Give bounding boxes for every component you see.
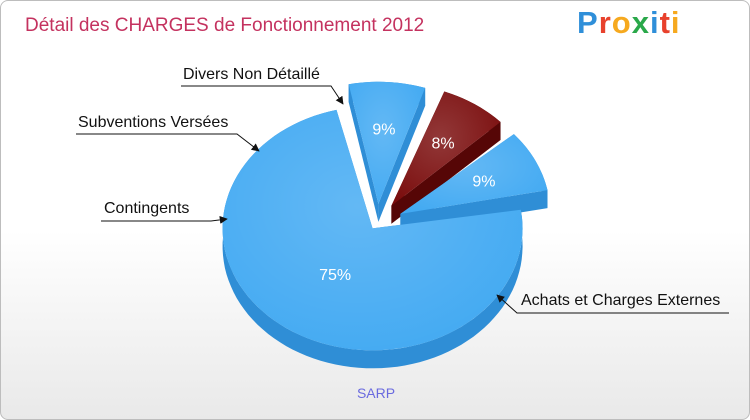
pie-pct-label: 9% bbox=[472, 174, 495, 191]
pie-pct-label: 75% bbox=[319, 267, 351, 284]
logo-letter: P bbox=[577, 5, 599, 40]
pie-slice-wall bbox=[391, 121, 501, 224]
proxiti-logo: Proxiti bbox=[577, 5, 681, 41]
pie-slice-wall bbox=[348, 84, 379, 222]
pie-slice-shine bbox=[391, 91, 501, 206]
pie-slice-shine bbox=[348, 81, 426, 204]
logo-letter: x bbox=[631, 5, 650, 40]
slice-label: Contingents bbox=[104, 200, 189, 217]
pie-pct-label: 8% bbox=[431, 136, 454, 153]
callout-line bbox=[496, 294, 729, 314]
callout-line bbox=[101, 215, 228, 224]
slice-label: Subventions Versées bbox=[78, 114, 228, 131]
logo-letter: t bbox=[659, 5, 671, 40]
pie-slice-wall bbox=[378, 87, 426, 222]
callout-line bbox=[181, 85, 344, 105]
pie-slice-shine bbox=[222, 109, 523, 351]
slice-label: Divers Non Détaillé bbox=[183, 66, 320, 83]
chart-subtitle: SARP bbox=[356, 385, 396, 401]
pie-slice-shine bbox=[400, 134, 548, 214]
slice-label: Achats et Charges Externes bbox=[521, 292, 720, 309]
logo-letter: o bbox=[611, 5, 632, 40]
logo-letter: i bbox=[670, 5, 681, 40]
pie-pct-label: 9% bbox=[372, 121, 395, 138]
logo-letter: r bbox=[598, 5, 612, 40]
callout-line bbox=[76, 133, 260, 152]
logo-letter: i bbox=[649, 5, 660, 40]
chart-title: Détail des CHARGES de Fonctionnement 201… bbox=[25, 15, 425, 36]
